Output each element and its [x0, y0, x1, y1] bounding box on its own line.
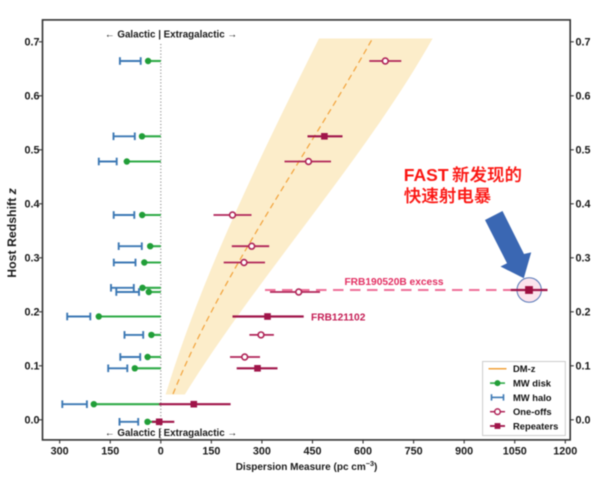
- svg-text:900: 900: [455, 446, 473, 458]
- svg-text:150: 150: [202, 446, 220, 458]
- svg-text:0.6: 0.6: [24, 91, 39, 103]
- svg-text:0.4: 0.4: [576, 199, 591, 211]
- svg-text:MW halo: MW halo: [513, 392, 552, 403]
- svg-text:One-offs: One-offs: [513, 406, 552, 417]
- svg-text:750: 750: [405, 446, 423, 458]
- svg-text:0.6: 0.6: [576, 91, 591, 103]
- svg-text:Host Redshift z: Host Redshift z: [5, 187, 19, 277]
- svg-text:1050: 1050: [503, 446, 527, 458]
- svg-text:0.7: 0.7: [576, 37, 591, 49]
- svg-text:0.7: 0.7: [24, 37, 39, 49]
- svg-text:0.4: 0.4: [24, 199, 39, 211]
- svg-text:MW disk: MW disk: [513, 378, 552, 389]
- svg-text:DM-z: DM-z: [513, 363, 536, 374]
- svg-text:450: 450: [303, 446, 321, 458]
- svg-text:300: 300: [51, 446, 69, 458]
- svg-text:1200: 1200: [553, 446, 577, 458]
- svg-text:150: 150: [101, 446, 119, 458]
- svg-text:0.5: 0.5: [576, 145, 591, 157]
- svg-text:0: 0: [158, 446, 164, 458]
- svg-text:0.2: 0.2: [24, 307, 39, 319]
- svg-text:0.1: 0.1: [576, 361, 591, 373]
- svg-text:FAST: FAST: [404, 165, 449, 185]
- svg-text:0.1: 0.1: [24, 361, 39, 373]
- svg-text:0.0: 0.0: [576, 415, 591, 427]
- svg-text:0.0: 0.0: [24, 415, 39, 427]
- svg-text:300: 300: [253, 446, 271, 458]
- svg-text:600: 600: [354, 446, 372, 458]
- svg-text:FRB190520B excess: FRB190520B excess: [344, 277, 443, 288]
- svg-text:0.5: 0.5: [24, 145, 39, 157]
- svg-text:0.3: 0.3: [576, 253, 591, 265]
- svg-text:FRB121102: FRB121102: [311, 312, 366, 323]
- svg-text:Repeaters: Repeaters: [513, 420, 558, 431]
- svg-text:← Galactic | Extragalactic →: ← Galactic | Extragalactic →: [105, 29, 237, 40]
- svg-text:← Galactic | Extragalactic →: ← Galactic | Extragalactic →: [105, 428, 237, 439]
- svg-text:Dispersion Measure (pc cm−3): Dispersion Measure (pc cm−3): [236, 459, 378, 473]
- svg-text:0.2: 0.2: [576, 307, 591, 319]
- svg-text:0.3: 0.3: [24, 253, 39, 265]
